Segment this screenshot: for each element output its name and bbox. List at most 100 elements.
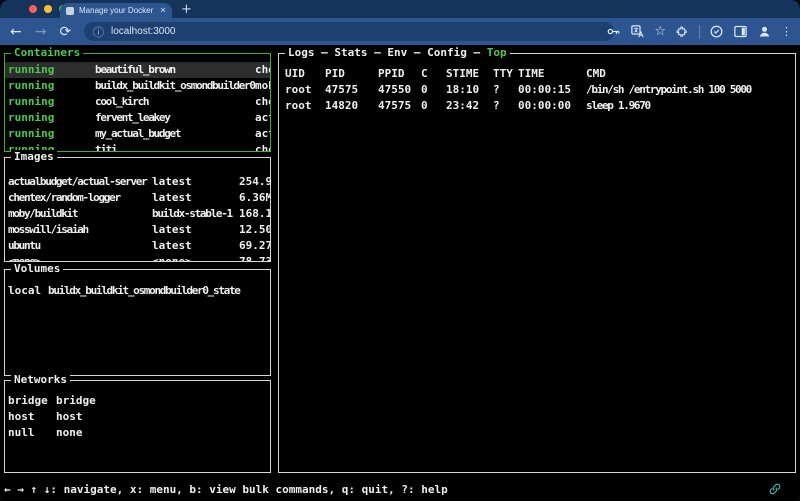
container-name: titi [95, 143, 118, 151]
image-row[interactable]: chentex/random-logger latest 6.36MB [5, 190, 270, 206]
tab-separator: — [407, 46, 428, 59]
toolbar-separator [699, 24, 700, 39]
forward-icon[interactable]: → [34, 23, 47, 40]
image-name: moby/buildkit [8, 207, 79, 220]
container-name: fervent_leakey [95, 111, 171, 124]
col-c: C [421, 67, 428, 80]
container-image: che [255, 95, 270, 108]
container-row[interactable]: running buildx_buildkit_osmondbuilder0 m… [5, 78, 270, 94]
tui-app: Containers running beautiful_brown che r… [0, 45, 800, 501]
container-status: running [8, 79, 55, 92]
container-row[interactable]: running fervent_leakey act [5, 110, 270, 126]
volume-row[interactable]: local buildx_buildkit_osmondbuilder0_sta… [5, 283, 270, 299]
tab-favicon-icon [66, 6, 74, 15]
tab-env[interactable]: Env [387, 46, 408, 59]
container-image: che [255, 143, 270, 151]
image-row[interactable]: <none> <none> 78.73M [5, 254, 270, 261]
image-row[interactable]: moby/buildkit buildx-stable-1 168.13 [5, 206, 270, 222]
container-image: che [255, 63, 270, 76]
image-name: <none> [8, 254, 152, 261]
network-name: host [8, 410, 35, 423]
help-statusbar: ← → ↑ ↓: navigate, x: menu, b: view bulk… [4, 483, 448, 496]
tab-logs[interactable]: Logs [288, 46, 315, 59]
col-stime: STIME [446, 67, 480, 80]
image-tag: latest [152, 191, 192, 204]
volumes-panel: Volumes local buildx_buildkit_osmondbuil… [4, 262, 271, 376]
tab-stats[interactable]: Stats [334, 46, 368, 59]
process-row: root 47575 47550 0 18:10 ? 00:00:15 /bin… [279, 82, 795, 98]
site-info-icon[interactable]: ⓘ [93, 25, 104, 39]
col-tty: TTY [493, 67, 513, 80]
container-row[interactable]: running titi che [5, 142, 270, 151]
detail-tab-bar: Logs — Stats — Env — Config — Top [285, 46, 510, 60]
col-ppid: PPID [378, 67, 405, 80]
cell-stime: 18:10 [446, 83, 480, 96]
tab-top[interactable]: Top [486, 46, 507, 59]
bookmark-star-icon[interactable]: ☆ [654, 24, 666, 39]
network-driver: none [56, 426, 83, 439]
extensions-icon[interactable] [675, 24, 690, 39]
back-icon[interactable]: ← [10, 23, 22, 40]
cell-uid: root [285, 99, 312, 112]
cell-c: 0 [421, 83, 428, 96]
process-table-header: UID PID PPID C STIME TTY TIME CMD [279, 66, 795, 82]
tab-separator: — [367, 46, 388, 59]
browser-menu-icon[interactable]: ⋮ [781, 25, 792, 38]
col-uid: UID [285, 67, 305, 80]
image-name: chentex/random-logger [8, 191, 121, 204]
container-row[interactable]: running cool_kirch che [5, 94, 270, 110]
image-tag: latest [152, 239, 192, 252]
new-tab-button[interactable]: + [181, 2, 192, 17]
window-close-button[interactable] [29, 5, 37, 13]
cell-tty: ? [493, 83, 500, 96]
image-size: 69.27M [239, 239, 270, 252]
profile-avatar[interactable] [757, 24, 772, 39]
side-panel-icon[interactable] [733, 24, 748, 39]
translate-icon[interactable] [630, 24, 645, 39]
image-size: 78.73M [239, 254, 270, 261]
image-size: 12.50M [239, 223, 270, 236]
container-status: running [8, 111, 55, 124]
refresh-icon[interactable]: ⟳ [59, 23, 72, 40]
container-row[interactable]: running beautiful_brown che [5, 62, 270, 78]
browser-tab[interactable]: Manage your Docker fleet wi × [60, 3, 172, 18]
cell-time: 00:00:00 [518, 99, 571, 112]
container-row[interactable]: running my_actual_budget act [5, 126, 270, 142]
extension-badge-icon[interactable] [709, 24, 724, 39]
image-row[interactable]: actualbudget/actual-server latest 254.98 [5, 174, 270, 190]
container-image: act [255, 127, 270, 140]
network-row[interactable]: bridge bridge [5, 393, 270, 409]
image-row[interactable]: ubuntu latest 69.27M [5, 238, 270, 254]
cell-stime: 23:42 [446, 99, 480, 112]
images-panel-title: Images [11, 150, 57, 164]
containers-panel: Containers running beautiful_brown che r… [4, 46, 271, 152]
col-pid: PID [325, 67, 345, 80]
window-minimize-button[interactable] [44, 5, 52, 13]
cell-ppid: 47575 [378, 99, 412, 112]
password-key-icon[interactable] [606, 24, 621, 39]
address-bar[interactable]: ⓘ localhost:3000 [84, 22, 614, 41]
cell-cmd: /bin/sh /entrypoint.sh 100 5000 [586, 83, 752, 96]
networks-panel-title: Networks [11, 373, 70, 387]
cell-pid: 47575 [325, 83, 359, 96]
image-tag: buildx-stable-1 [152, 207, 233, 220]
networks-panel: Networks bridge bridge host host null no… [4, 373, 271, 473]
tab-close-icon[interactable]: × [159, 4, 166, 16]
tab-config[interactable]: Config [427, 46, 467, 59]
image-tag: latest [152, 223, 192, 236]
container-name: cool_kirch [95, 95, 150, 108]
image-row[interactable]: mosswill/isaiah latest 12.50M [5, 222, 270, 238]
network-driver: bridge [56, 394, 96, 407]
image-name: mosswill/isaiah [8, 223, 89, 236]
link-icon[interactable] [768, 482, 782, 496]
cell-pid: 14820 [325, 99, 359, 112]
image-name: actualbudget/actual-server [8, 175, 148, 188]
browser-toolbar: ← → ⟳ ⓘ localhost:3000 ☆ [0, 18, 800, 45]
container-status: running [8, 143, 55, 151]
network-row[interactable]: host host [5, 409, 270, 425]
network-row[interactable]: null none [5, 425, 270, 441]
network-name: null [8, 426, 35, 439]
container-image: act [255, 111, 270, 124]
detail-panel: Logs — Stats — Env — Config — Top UID PI… [278, 46, 796, 473]
